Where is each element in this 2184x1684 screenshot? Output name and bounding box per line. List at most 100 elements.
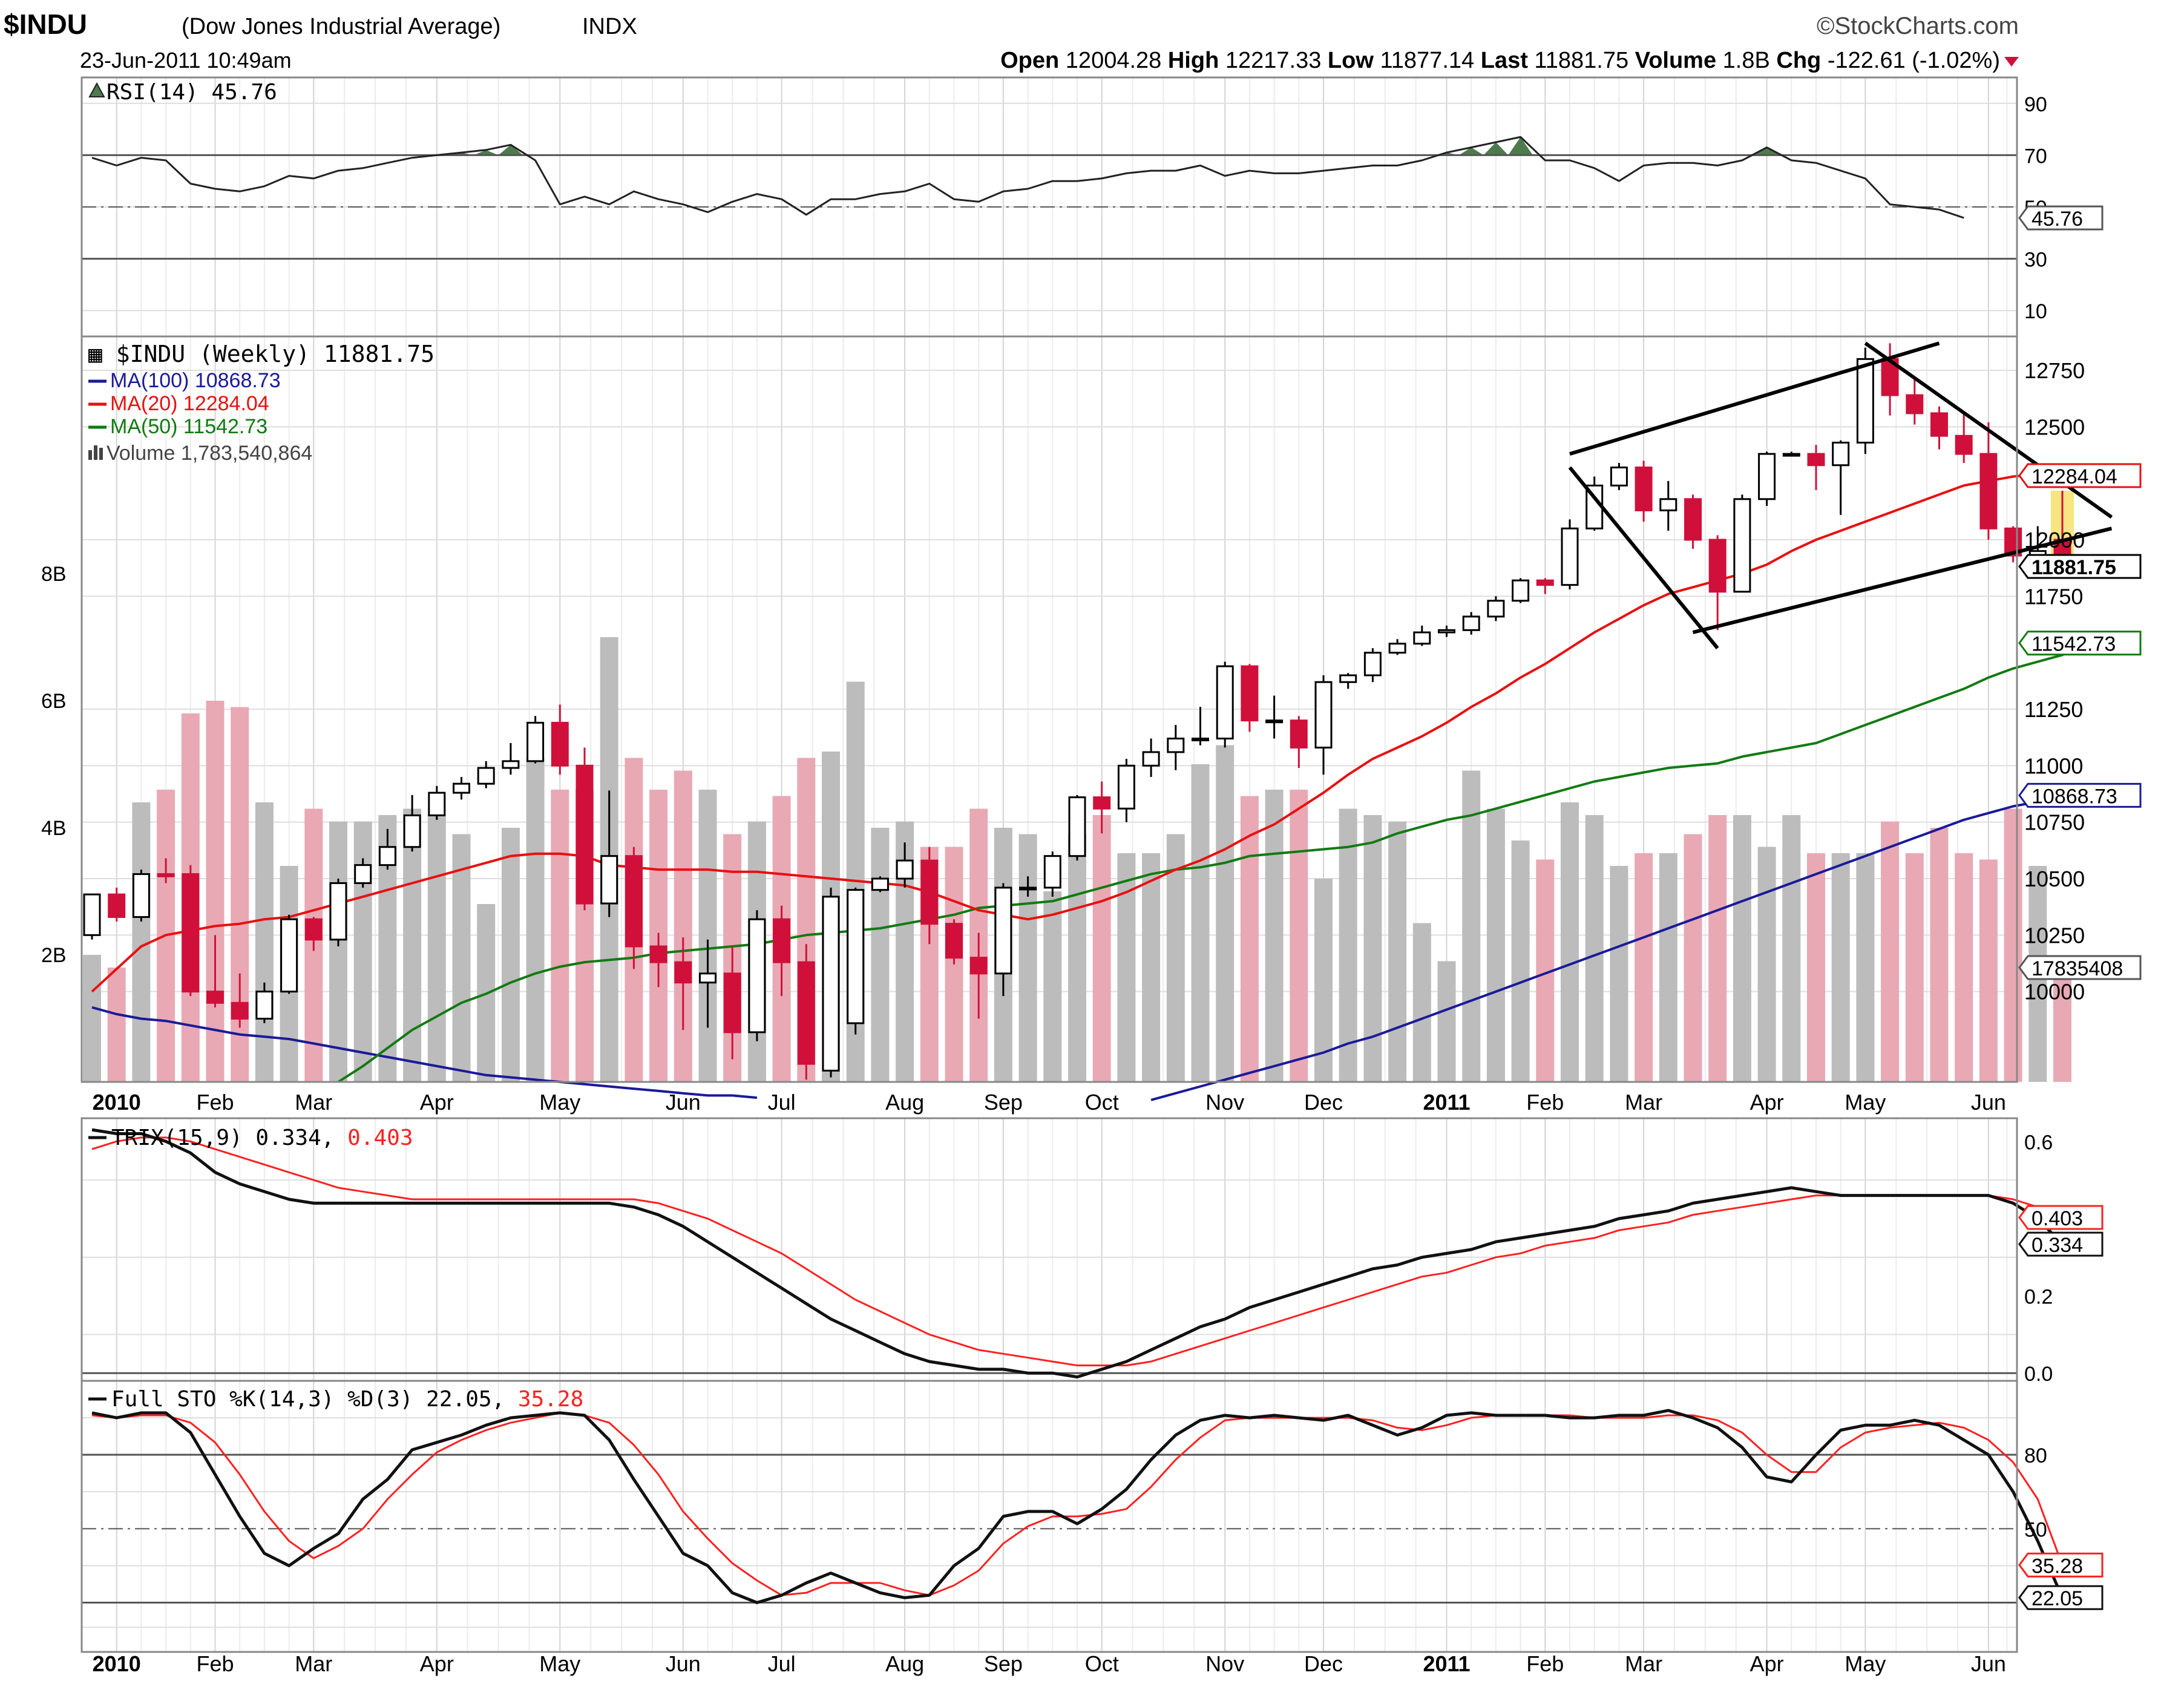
sto-x-tick-label: Dec <box>1304 1651 1343 1676</box>
volume-bar <box>329 821 347 1082</box>
price-x-tick-label: Nov <box>1205 1090 1244 1115</box>
price-last-label: 12284.04 <box>2032 465 2117 488</box>
volume-bar <box>1437 961 1456 1082</box>
rsi-last-label: 45.76 <box>2032 208 2083 231</box>
high-value: 12217.33 <box>1225 48 1322 73</box>
trendline <box>1569 341 1940 456</box>
candle-body <box>1068 796 1086 857</box>
volume-tick-label: 2B <box>41 944 67 967</box>
trix-y-tick-label: 0.2 <box>2024 1286 2053 1309</box>
trix-title-main: TRIX(15,9) 0.334, <box>111 1125 347 1150</box>
volume-bar <box>1412 923 1431 1082</box>
candle-body <box>1856 358 1874 444</box>
candle-body <box>797 961 815 1065</box>
price-x-tick-label: Aug <box>885 1090 924 1115</box>
candle-body <box>1733 498 1751 593</box>
candle-body <box>1043 855 1061 889</box>
open-value: 12004.28 <box>1066 48 1162 73</box>
sto-x-tick-label: Oct <box>1085 1651 1119 1676</box>
candle-body <box>773 918 791 963</box>
sto-x-tick-label: Apr <box>420 1651 454 1676</box>
volume-bar <box>83 955 101 1082</box>
candle-body <box>1388 643 1406 654</box>
legend-entry: MA(100) 10868.73 <box>110 369 281 392</box>
candle-body <box>206 991 224 1004</box>
sto-y-tick-label: 50 <box>2024 1518 2047 1541</box>
volume-bar <box>107 968 126 1082</box>
sto-d-last-label-box <box>2018 1552 2104 1578</box>
volume-bar <box>1807 853 1825 1082</box>
header-exchange: INDX <box>582 14 637 39</box>
volume-bar <box>1216 745 1235 1082</box>
volume-bar <box>871 828 890 1082</box>
price-y-tick-label: 12500 <box>2024 414 2085 439</box>
candle-body <box>526 721 545 762</box>
price-last-label-box <box>2018 554 2142 579</box>
trix-title-signal: 0.403 <box>347 1125 413 1150</box>
price-y-tick-label: 10500 <box>2024 867 2085 891</box>
candle-body <box>378 846 396 867</box>
price-x-tick-label: 2011 <box>1423 1090 1470 1115</box>
chg-value: -122.61 (-1.02%) <box>1828 48 2000 73</box>
volume-bar <box>1881 821 1900 1082</box>
volume-bar <box>1511 840 1530 1082</box>
candle-body <box>1536 579 1554 586</box>
candle-body <box>1610 467 1628 487</box>
sto-title-main: Full STO %K(14,3) %D(3) 22.05, <box>111 1387 518 1412</box>
candle-body <box>600 855 618 905</box>
legend-entry: MA(50) 11542.73 <box>110 415 267 438</box>
volume-tick-label: 6B <box>41 690 67 713</box>
volume-bar <box>1979 859 1998 1082</box>
candle-body <box>1906 394 1924 414</box>
trendline <box>1568 466 1719 650</box>
sto-x-tick-label: 2010 <box>93 1651 141 1676</box>
volume-bar <box>1166 834 1185 1082</box>
price-x-tick-label: Apr <box>420 1090 454 1115</box>
panels: 10 30 50 70 90 RSI(14) 45.76 45.76 2B 4B 6B 8B 1000… <box>41 76 2142 1676</box>
price-x-tick-label: Feb <box>1526 1090 1564 1115</box>
price-x-tick-label: Jun <box>1971 1090 2006 1115</box>
sto-x-tick-label: 2011 <box>1423 1651 1470 1676</box>
candle-body <box>453 782 470 794</box>
candle-body <box>1192 738 1209 742</box>
candle-body <box>1561 527 1579 586</box>
volume-bar <box>1142 853 1161 1082</box>
sto-x-tick-label: Sep <box>984 1651 1023 1676</box>
candle-body <box>1807 453 1825 467</box>
candle-body <box>428 791 446 816</box>
header-datetime: 23-Jun-2011 10:49am <box>80 48 292 73</box>
price-x-tick-label: 2010 <box>93 1090 141 1115</box>
candle-body <box>1413 631 1431 645</box>
trix-y-tick-label: 0.0 <box>2024 1363 2053 1386</box>
price-x-tick-label: Jun <box>666 1090 701 1115</box>
candle-body <box>1782 453 1800 457</box>
candle-body <box>1216 665 1234 740</box>
candle-body <box>699 972 717 984</box>
candle-body <box>1093 796 1111 810</box>
rsi-line <box>91 136 1964 219</box>
price-x-tick-label: Jul <box>768 1090 796 1115</box>
sto-x-tick-label: Aug <box>885 1651 924 1676</box>
sto-x-tick-label: Nov <box>1205 1651 1244 1676</box>
candle-body <box>132 873 150 918</box>
trix-signal-last-label-box <box>2018 1205 2104 1230</box>
trix-last-label: 0.334 <box>2032 1234 2083 1257</box>
volume-bar <box>1831 853 1850 1082</box>
volume-bar <box>1635 853 1653 1082</box>
volume-bar <box>1955 853 1973 1082</box>
candle-body <box>477 767 495 785</box>
price-y-tick-label: 11250 <box>2024 697 2083 722</box>
candle-body <box>551 721 569 767</box>
price-y-tick-label: 11750 <box>2024 584 2083 609</box>
sto-x-tick-label: May <box>539 1651 580 1676</box>
rsi-y-tick-label: 30 <box>2024 249 2047 272</box>
candle-body <box>1487 600 1505 618</box>
candle-body <box>1979 453 1998 529</box>
candle-body <box>280 918 298 993</box>
price-y-tick-label: 11000 <box>2024 753 2083 778</box>
sto-x-tick-label: Jun <box>1971 1651 2006 1676</box>
candle-body <box>329 882 347 941</box>
price-x-tick-label: Mar <box>295 1090 332 1115</box>
candle-body <box>1117 764 1135 810</box>
